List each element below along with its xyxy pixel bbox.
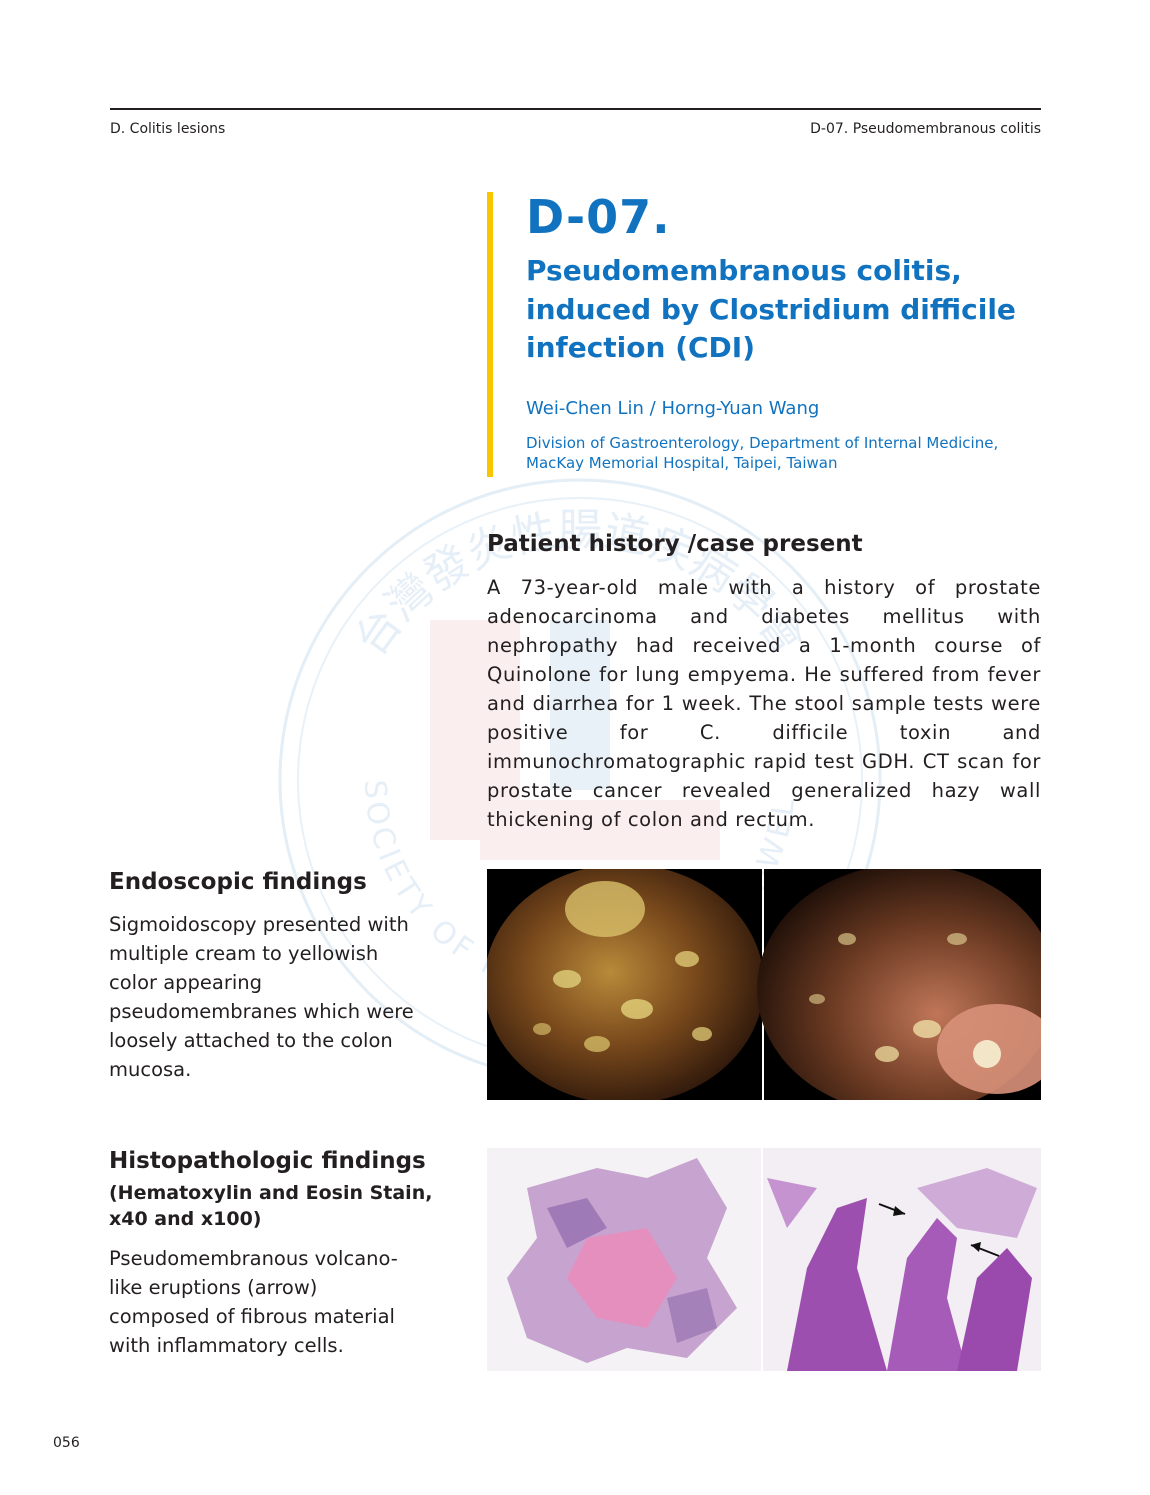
patient-history-heading: Patient history /case present — [487, 531, 863, 557]
running-header-section: D. Colitis lesions — [110, 121, 226, 137]
endoscopic-heading: Endoscopic findings — [109, 869, 367, 895]
histopathologic-heading: Histopathologic findings — [109, 1148, 426, 1174]
case-title: Pseudomembranous colitis, induced by Clo… — [526, 254, 1016, 364]
page-number: 056 — [53, 1435, 80, 1451]
histology-image-right — [763, 1148, 1041, 1371]
endoscopy-image-left — [487, 869, 764, 1100]
affiliation: Division of Gastroenterology, Department… — [526, 434, 999, 472]
endoscopy-image-panel — [487, 869, 1041, 1100]
title-accent-bar — [487, 192, 493, 477]
endoscopic-text: Sigmoidoscopy presented with multiple cr… — [109, 913, 414, 1081]
header-rule — [110, 108, 1041, 110]
histopathologic-text: Pseudomembranous volcano-like eruptions … — [109, 1247, 398, 1357]
case-code: D-07. — [526, 190, 671, 244]
endoscopy-image-right — [757, 869, 1041, 1100]
running-header-chapter: D-07. Pseudomembranous colitis — [810, 121, 1041, 137]
histology-image-panel — [487, 1148, 1041, 1371]
patient-history-text: A 73-year-old male with a history of pro… — [487, 576, 1041, 831]
histology-image-left — [487, 1148, 761, 1371]
authors: Wei-Chen Lin / Horng-Yuan Wang — [526, 398, 820, 419]
histopathologic-stain: (Hematoxylin and Eosin Stain, x40 and x1… — [109, 1182, 433, 1230]
